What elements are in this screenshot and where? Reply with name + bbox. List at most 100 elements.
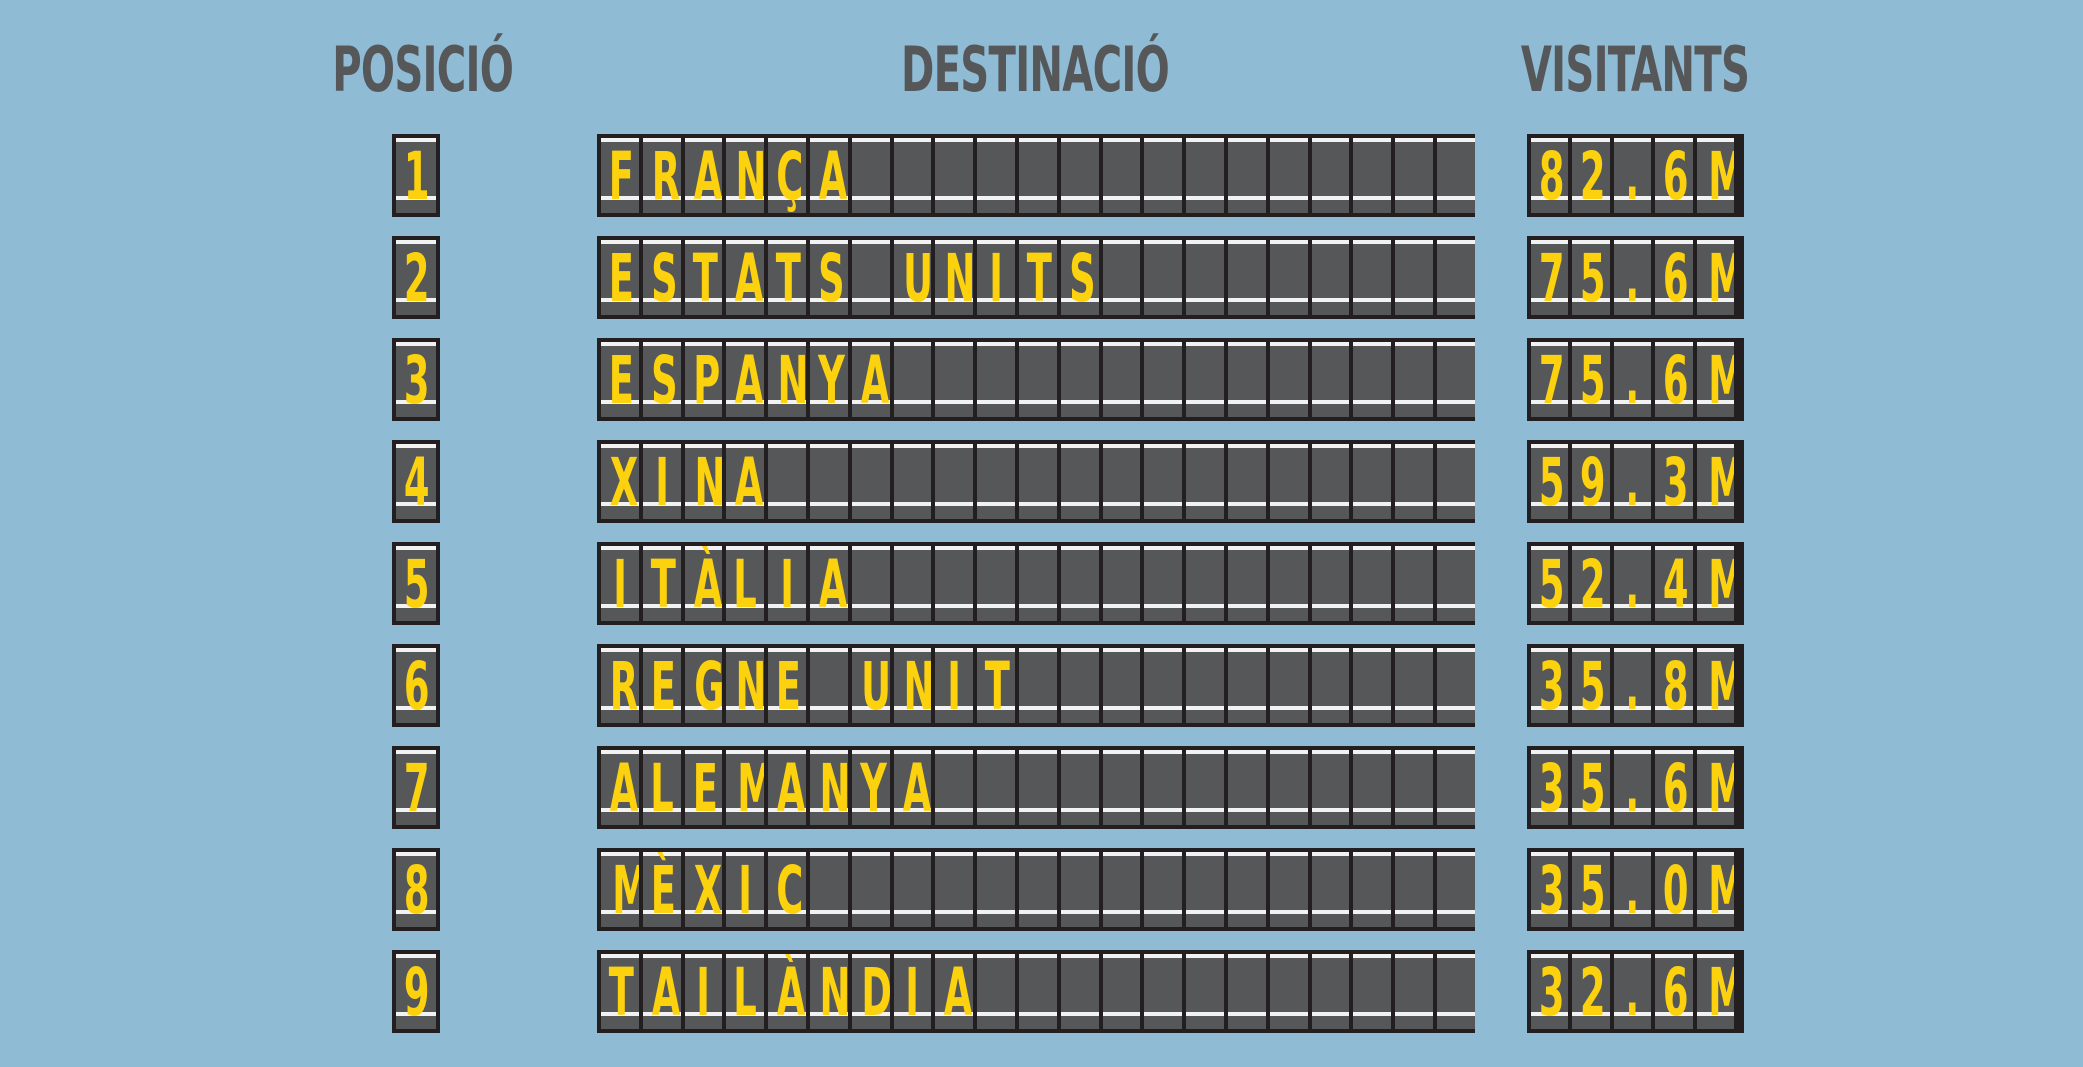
flap-tile: S bbox=[1060, 240, 1099, 315]
flap-tile: D bbox=[851, 954, 890, 1029]
flap-tile: 6 bbox=[396, 648, 436, 723]
flap-tile: M bbox=[1696, 240, 1734, 315]
flap-tile: N bbox=[726, 138, 765, 213]
flap-tile: 5 bbox=[1531, 444, 1569, 519]
flap-tile bbox=[893, 342, 932, 417]
flap-tile: M bbox=[1696, 342, 1734, 417]
flap-tile: 7 bbox=[1531, 342, 1569, 417]
visitors-character: 8 bbox=[1663, 648, 1689, 723]
visitors-cells: 52. 4M bbox=[1527, 542, 1744, 625]
flap-tile bbox=[1269, 750, 1308, 825]
destination-character: À bbox=[776, 954, 806, 1029]
destination-character: N bbox=[694, 444, 723, 519]
flap-tile: A bbox=[726, 240, 765, 315]
visitors-cells: 35. 6M bbox=[1527, 746, 1744, 829]
visitors-character: M bbox=[1697, 750, 1734, 825]
destination-character: N bbox=[777, 342, 806, 417]
flap-tile bbox=[809, 852, 848, 927]
flap-tile bbox=[1018, 138, 1057, 213]
flap-tile: L bbox=[726, 546, 765, 621]
flap-tile: 2 bbox=[1572, 138, 1610, 213]
flap-tile bbox=[935, 138, 974, 213]
visitors-character: 4 bbox=[1663, 546, 1689, 621]
visitors-character: . bbox=[1625, 138, 1640, 213]
flap-tile bbox=[1353, 342, 1392, 417]
flap-tile: N bbox=[935, 240, 974, 315]
flap-tile bbox=[893, 138, 932, 213]
visitors-character: 6 bbox=[1663, 750, 1689, 825]
visitors-cells: 82. 6M bbox=[1527, 134, 1744, 217]
flap-tile bbox=[1436, 750, 1475, 825]
destination-character: T bbox=[692, 240, 718, 315]
visitors-character: 5 bbox=[1580, 852, 1606, 927]
destination-character: À bbox=[693, 546, 722, 621]
destination-character: N bbox=[903, 648, 932, 723]
flap-tile bbox=[1353, 954, 1392, 1029]
flap-tile: E bbox=[601, 342, 639, 417]
flap-tile bbox=[1018, 342, 1057, 417]
destination-character: A bbox=[860, 342, 890, 417]
flap-tile bbox=[977, 342, 1015, 417]
flap-tile: . bbox=[1613, 648, 1652, 723]
destination-character: A bbox=[944, 954, 973, 1029]
flap-tile bbox=[1144, 138, 1183, 213]
flap-tile: M bbox=[726, 750, 765, 825]
visitors-character: M bbox=[1697, 954, 1734, 1029]
flap-tile bbox=[1353, 648, 1392, 723]
flap-tile: . bbox=[1613, 444, 1652, 519]
flap-tile bbox=[977, 546, 1015, 621]
flap-tile bbox=[1018, 546, 1057, 621]
flap-tile: T bbox=[1018, 240, 1057, 315]
flap-tile bbox=[1102, 138, 1141, 213]
flap-tile: Ç bbox=[768, 138, 806, 213]
destination-character: Y bbox=[859, 750, 887, 825]
flap-tile bbox=[1353, 750, 1392, 825]
visitors-character: 6 bbox=[1663, 342, 1689, 417]
flap-tile: 2 bbox=[396, 240, 436, 315]
flap-tile bbox=[1311, 342, 1350, 417]
flap-tile: 3 bbox=[1655, 444, 1693, 519]
destination-character: E bbox=[608, 342, 634, 417]
visitors-character: 3 bbox=[1538, 750, 1565, 825]
flap-tile: I bbox=[601, 546, 639, 621]
flap-tile bbox=[1311, 852, 1350, 927]
flap-tile bbox=[1060, 138, 1099, 213]
destination-character: R bbox=[609, 648, 639, 723]
visitors-cells: 59. 3M bbox=[1527, 440, 1744, 523]
flap-tile: L bbox=[726, 954, 765, 1029]
flap-tile bbox=[1186, 852, 1224, 927]
visitors-character: 9 bbox=[1580, 444, 1606, 519]
flap-tile: U bbox=[893, 240, 932, 315]
flap-tile: I bbox=[642, 444, 681, 519]
visitors-character: 3 bbox=[1663, 444, 1689, 519]
flap-tile: 6 bbox=[1655, 138, 1693, 213]
destination-character: M bbox=[601, 852, 639, 927]
flap-tile bbox=[1018, 750, 1057, 825]
flap-tile: 3 bbox=[396, 342, 436, 417]
flap-tile bbox=[1102, 954, 1141, 1029]
flap-tile bbox=[1311, 750, 1350, 825]
position-cell: 2 bbox=[392, 236, 440, 319]
flap-tile bbox=[1186, 138, 1224, 213]
flap-tile: 2 bbox=[1572, 954, 1610, 1029]
flap-tile: . bbox=[1613, 750, 1652, 825]
flap-tile: 7 bbox=[396, 750, 436, 825]
destination-character: R bbox=[651, 138, 680, 213]
flap-tile: 6 bbox=[1655, 954, 1693, 1029]
flap-tile: 5 bbox=[1572, 648, 1610, 723]
visitors-character: 7 bbox=[1538, 240, 1565, 315]
visitors-character: 5 bbox=[1580, 240, 1606, 315]
visitors-character: . bbox=[1625, 444, 1640, 519]
flap-tile: G bbox=[684, 648, 723, 723]
flap-tile bbox=[1436, 342, 1475, 417]
flap-tile bbox=[1269, 444, 1308, 519]
flap-tile: . bbox=[1613, 954, 1652, 1029]
flap-tile bbox=[1353, 546, 1392, 621]
